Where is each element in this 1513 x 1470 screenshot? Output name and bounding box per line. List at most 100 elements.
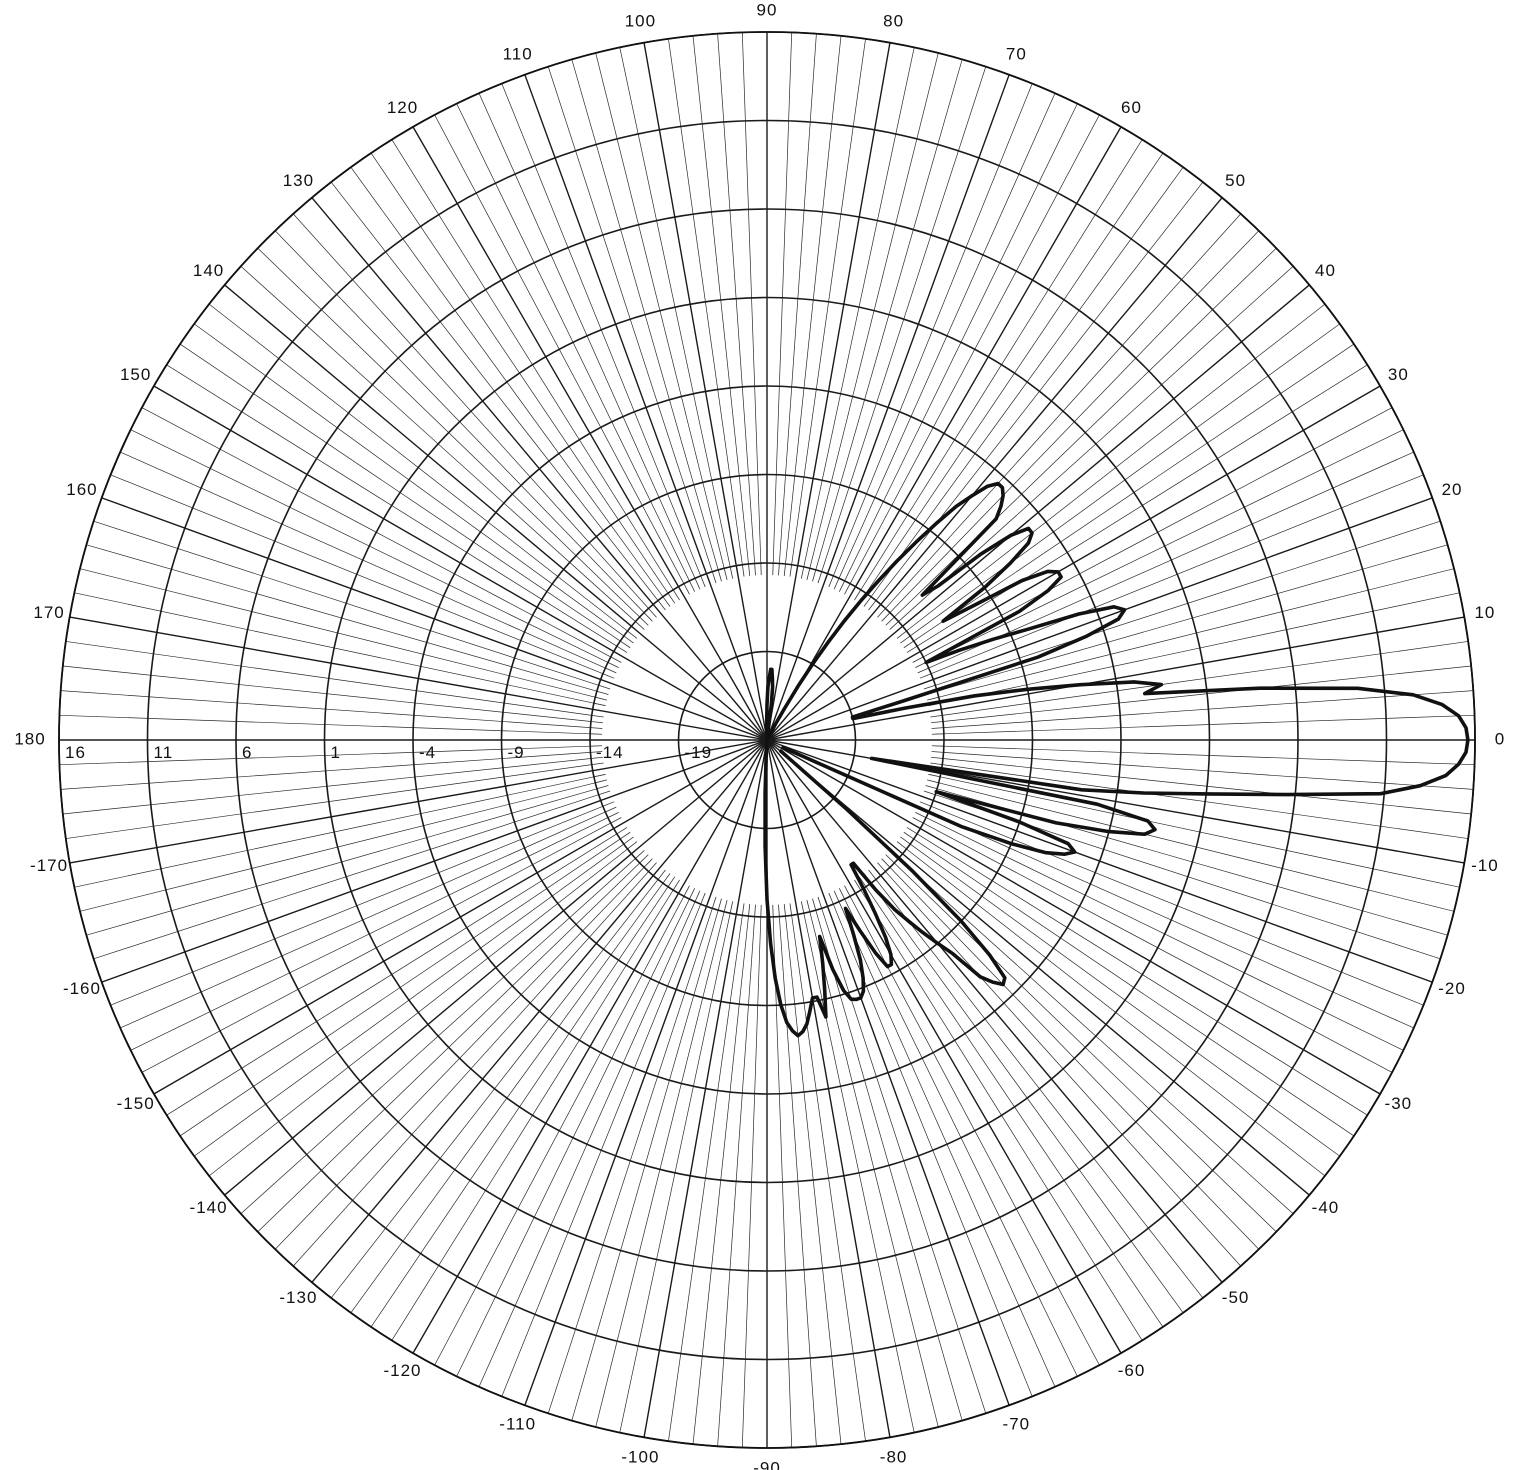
inner-tick bbox=[854, 879, 862, 891]
angle-tick-label: 130 bbox=[283, 171, 314, 190]
radial-tick-label: -4 bbox=[419, 743, 436, 762]
inner-tick bbox=[881, 612, 891, 622]
angle-tick-label: -50 bbox=[1222, 1288, 1250, 1307]
inner-tick bbox=[591, 762, 604, 766]
inner-tick bbox=[593, 702, 606, 707]
inner-tick bbox=[598, 790, 611, 796]
inner-tick bbox=[917, 667, 929, 674]
inner-tick bbox=[741, 903, 745, 916]
inner-tick bbox=[729, 901, 734, 914]
inner-tick bbox=[927, 779, 939, 784]
inner-tick bbox=[598, 684, 611, 690]
inner-tick bbox=[717, 569, 722, 582]
inner-tick bbox=[930, 714, 943, 718]
inner-tick bbox=[923, 790, 936, 796]
inner-tick bbox=[648, 862, 657, 872]
angle-tick-label: 180 bbox=[14, 729, 45, 748]
inner-tick bbox=[906, 645, 918, 653]
inner-tick bbox=[877, 608, 886, 618]
inner-tick bbox=[657, 869, 666, 880]
outer-ring bbox=[58, 31, 1476, 1449]
inner-tick bbox=[833, 578, 840, 590]
angle-tick-label: 160 bbox=[66, 480, 97, 499]
inner-tick bbox=[689, 580, 696, 592]
angle-tick-label: 140 bbox=[193, 261, 224, 280]
inner-tick bbox=[923, 684, 936, 690]
angle-tick-label: -130 bbox=[279, 1288, 317, 1307]
inner-tick bbox=[754, 904, 756, 917]
inner-tick bbox=[717, 898, 722, 911]
inner-tick bbox=[595, 779, 607, 784]
inner-tick bbox=[711, 571, 717, 584]
inner-tick bbox=[616, 827, 628, 835]
angle-tick-label: 30 bbox=[1388, 365, 1409, 384]
inner-tick bbox=[662, 873, 671, 884]
inner-tick bbox=[723, 900, 728, 912]
inner-tick bbox=[868, 869, 877, 880]
inner-tick bbox=[912, 817, 924, 824]
angle-tick-label: -60 bbox=[1118, 1361, 1146, 1380]
inner-tick bbox=[648, 608, 657, 618]
radial-tick-label: -19 bbox=[685, 743, 713, 762]
inner-tick bbox=[838, 888, 845, 900]
radial-gridline bbox=[500, 473, 1034, 1007]
angle-tick-label: 110 bbox=[503, 44, 533, 63]
inner-tick bbox=[817, 571, 823, 584]
radial-grid bbox=[58, 31, 1476, 1449]
inner-tick bbox=[906, 827, 918, 835]
inner-tick bbox=[806, 568, 811, 580]
inner-tick bbox=[925, 785, 938, 790]
radial-gridline bbox=[146, 119, 1388, 1361]
inner-tick bbox=[915, 662, 927, 669]
inner-tick bbox=[607, 811, 619, 818]
angle-tick-label: -140 bbox=[190, 1198, 228, 1217]
angle-tick-label: 90 bbox=[757, 0, 778, 19]
inner-tick bbox=[885, 854, 895, 864]
inner-tick bbox=[828, 892, 834, 905]
inner-tick-marks bbox=[590, 563, 944, 917]
inner-tick bbox=[667, 876, 676, 887]
inner-tick bbox=[854, 589, 862, 601]
inner-tick bbox=[605, 806, 617, 813]
inner-tick bbox=[667, 593, 676, 604]
radial-tick-label: 1 bbox=[331, 743, 341, 762]
inner-tick bbox=[783, 904, 786, 917]
inner-tick bbox=[590, 751, 603, 753]
inner-tick bbox=[627, 630, 638, 639]
inner-tick bbox=[643, 858, 653, 868]
angle-tick-label: -80 bbox=[880, 1447, 908, 1466]
inner-tick bbox=[783, 563, 786, 576]
radial-gridline bbox=[677, 650, 857, 830]
angle-tick-label: -90 bbox=[753, 1458, 781, 1470]
inner-tick bbox=[778, 563, 780, 576]
angle-tick-label: 60 bbox=[1121, 98, 1142, 117]
inner-tick bbox=[812, 898, 817, 911]
angle-tick-label: 10 bbox=[1474, 603, 1495, 622]
radial-tick-label: 6 bbox=[242, 743, 252, 762]
inner-tick bbox=[602, 673, 615, 679]
inner-tick bbox=[931, 756, 944, 759]
inner-tick bbox=[643, 612, 653, 622]
inner-tick bbox=[817, 896, 823, 909]
inner-tick bbox=[635, 621, 645, 630]
inner-tick bbox=[620, 831, 631, 840]
inner-tick bbox=[605, 667, 617, 674]
radial-gridline bbox=[323, 296, 1211, 1184]
inner-tick bbox=[610, 656, 622, 663]
inner-tick bbox=[700, 892, 706, 905]
angle-tick-label: 170 bbox=[33, 603, 64, 622]
inner-tick bbox=[748, 563, 751, 576]
inner-tick bbox=[748, 904, 751, 917]
inner-tick bbox=[789, 564, 793, 577]
angle-tick-label: -120 bbox=[383, 1361, 421, 1380]
series-layer bbox=[763, 481, 1470, 1038]
inner-tick bbox=[593, 773, 606, 778]
angle-tick-label: 0 bbox=[1495, 729, 1505, 748]
inner-tick bbox=[844, 583, 851, 595]
inner-tick bbox=[900, 635, 911, 644]
inner-tick bbox=[616, 645, 628, 653]
angle-tick-label: -20 bbox=[1438, 979, 1466, 998]
angle-tick-label: 120 bbox=[387, 98, 418, 117]
inner-tick bbox=[754, 563, 756, 576]
